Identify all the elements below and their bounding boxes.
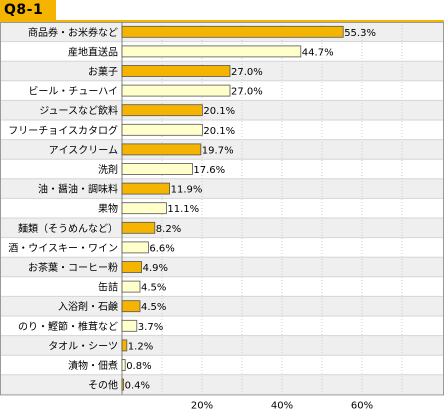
value-label: 4.5% xyxy=(141,302,166,313)
bar xyxy=(121,221,156,234)
value-label: 44.7% xyxy=(302,47,334,58)
x-tick-label: 20% xyxy=(191,400,213,411)
value-label: 6.6% xyxy=(149,243,174,254)
bar xyxy=(121,261,143,273)
bar-chart: 商品券・お米券など 55.3% 産地直送品 44.7% お菓子 27.0% ビール・チューハ… xyxy=(0,22,444,411)
bar xyxy=(121,182,170,195)
bar xyxy=(121,45,302,58)
value-label: 27.0% xyxy=(231,67,263,78)
category-label: 缶詰 xyxy=(98,281,118,294)
question-title: Q8-1 xyxy=(4,2,44,18)
value-label: 11.1% xyxy=(167,204,199,215)
value-label: 20.1% xyxy=(203,106,235,117)
value-label: 55.3% xyxy=(344,28,376,39)
category-label: アイスクリーム xyxy=(49,144,118,156)
row-background xyxy=(0,218,444,238)
value-label: 3.7% xyxy=(138,322,163,333)
bar xyxy=(121,84,231,97)
row-background xyxy=(0,374,444,395)
value-label: 20.1% xyxy=(203,126,235,137)
row-background xyxy=(0,178,444,199)
value-label: 0.8% xyxy=(126,361,151,372)
value-label: 1.2% xyxy=(128,341,153,352)
category-label: お茶葉・コーヒー粉 xyxy=(28,261,118,274)
bar xyxy=(121,300,141,313)
category-label: のり・鰹節・椎茸など xyxy=(18,320,118,333)
bar xyxy=(121,25,344,38)
value-label: 19.7% xyxy=(202,145,234,156)
row-background xyxy=(0,296,444,316)
category-label: 入浴剤・石鹸 xyxy=(58,300,118,313)
bar xyxy=(121,280,141,293)
bar xyxy=(121,339,128,352)
x-tick-label: 40% xyxy=(271,400,293,411)
row-background xyxy=(0,257,444,277)
category-label: 酒・ウイスキー・ワイン xyxy=(8,242,118,254)
bar xyxy=(121,65,231,77)
category-label: 麺類（そうめんなど） xyxy=(18,222,118,235)
value-label: 4.5% xyxy=(141,283,166,294)
category-label: 産地直送品 xyxy=(68,45,118,58)
category-label: ジュースなど飲料 xyxy=(39,104,118,117)
bar xyxy=(121,378,124,391)
category-label: 油・醤油・調味料 xyxy=(38,183,118,196)
value-label: 17.6% xyxy=(193,165,225,176)
value-label: 0.4% xyxy=(125,381,150,392)
bar xyxy=(121,143,202,156)
bar xyxy=(121,163,193,175)
row-background xyxy=(0,335,444,356)
value-label: 8.2% xyxy=(156,224,181,235)
category-label: お菓子 xyxy=(88,66,118,78)
value-label: 11.9% xyxy=(171,185,203,196)
category-label: 商品券・お米券など xyxy=(28,26,118,39)
category-label: 果物 xyxy=(98,202,118,215)
value-label: 4.9% xyxy=(143,263,168,274)
bar xyxy=(121,241,149,254)
bar xyxy=(121,104,203,117)
bar xyxy=(121,359,126,371)
header-tab xyxy=(0,0,56,22)
bar xyxy=(121,319,138,332)
row-background xyxy=(0,100,444,120)
category-label: 洗剤 xyxy=(98,163,118,176)
chart-header: Q8-1 xyxy=(0,0,444,22)
header-underline xyxy=(0,20,444,22)
category-label: ビール・チューハイ xyxy=(28,86,118,98)
category-label: その他 xyxy=(88,379,118,392)
category-label: フリーチョイスカタログ xyxy=(8,124,118,137)
category-label: 漬物・佃煮 xyxy=(68,359,118,372)
x-tick-label: 60% xyxy=(351,400,373,411)
value-label: 27.0% xyxy=(231,87,263,98)
bar xyxy=(121,202,167,215)
bar xyxy=(121,123,203,136)
row-background xyxy=(0,139,444,160)
category-label: タオル・シーツ xyxy=(48,340,118,352)
